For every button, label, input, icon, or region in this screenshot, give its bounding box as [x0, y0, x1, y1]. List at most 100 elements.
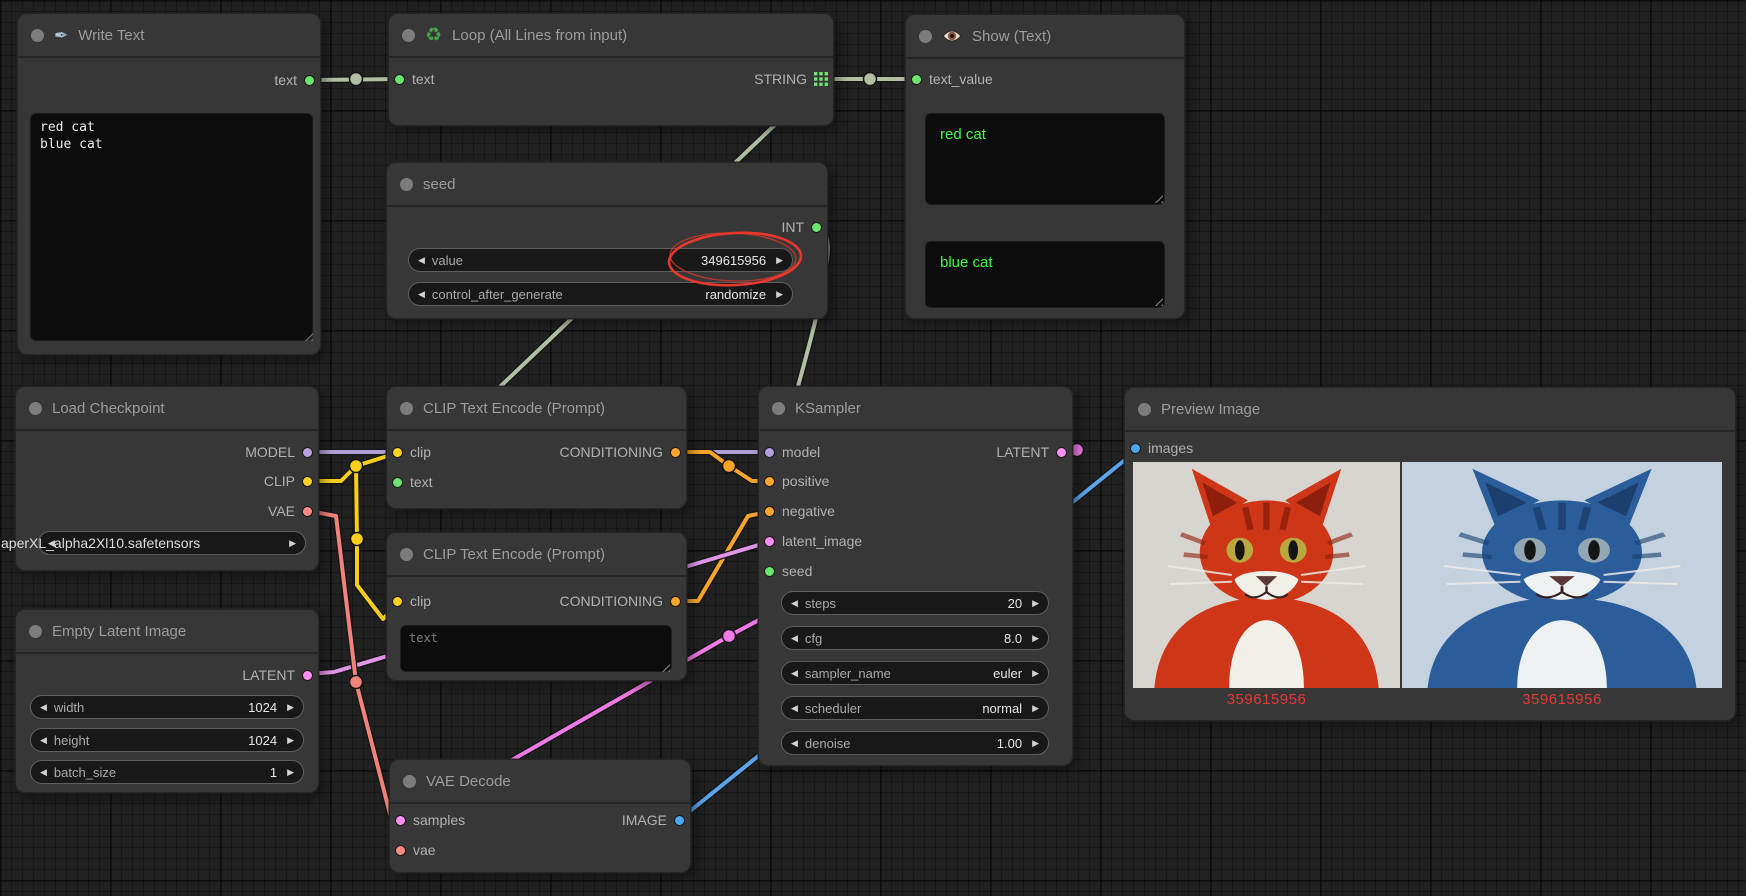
increment-arrow-icon[interactable]: ▶ [1032, 737, 1039, 748]
node-load-checkpoint[interactable]: Load Checkpoint MODEL CLIP VAE ◀ aperXL_… [1, 387, 318, 570]
collapse-dot[interactable] [919, 29, 932, 43]
collapse-dot[interactable] [403, 774, 416, 788]
decrement-arrow-icon[interactable]: ◀ [418, 254, 425, 265]
next-option-arrow-icon[interactable]: ▶ [289, 537, 296, 548]
node-write-text[interactable]: ✒ Write Text text red cat blue cat [18, 14, 320, 354]
prev-option-arrow-icon[interactable]: ◀ [48, 537, 55, 548]
reroute-dot[interactable] [721, 458, 737, 474]
port-output-conditioning[interactable] [670, 446, 681, 458]
port-output-conditioning[interactable] [670, 595, 681, 607]
reroute-dot[interactable] [349, 531, 365, 547]
next-option-arrow-icon[interactable]: ▶ [1032, 667, 1039, 678]
port-output-image[interactable] [674, 814, 685, 826]
node-title-bar[interactable]: Empty Latent Image [16, 610, 318, 654]
widget-cfg[interactable]: ◀ cfg 8.0 ▶ [781, 626, 1049, 650]
show-text-output-1[interactable]: red cat [925, 113, 1165, 205]
node-title-bar[interactable]: ♻ Loop (All Lines from input) [389, 14, 833, 58]
widget-batch-size[interactable]: ◀ batch_size 1 ▶ [30, 760, 304, 784]
port-output-text[interactable] [304, 74, 315, 86]
node-vae-decode[interactable]: VAE Decode samples IMAGE vae [390, 760, 690, 872]
node-title-bar[interactable]: Show (Text) [906, 15, 1184, 59]
increment-arrow-icon[interactable]: ▶ [287, 734, 294, 745]
collapse-dot[interactable] [402, 28, 415, 42]
increment-arrow-icon[interactable]: ▶ [776, 254, 783, 265]
node-title-bar[interactable]: Load Checkpoint [16, 387, 318, 431]
decrement-arrow-icon[interactable]: ◀ [40, 766, 47, 777]
widget-denoise[interactable]: ◀ denoise 1.00 ▶ [781, 731, 1049, 755]
node-title-bar[interactable]: KSampler [759, 387, 1072, 431]
node-title-bar[interactable]: ✒ Write Text [18, 14, 320, 58]
node-title-bar[interactable]: VAE Decode [390, 760, 690, 804]
node-show-text[interactable]: Show (Text) text_value red cat blue cat [906, 15, 1184, 318]
show-text-output-2[interactable]: blue cat [925, 241, 1165, 308]
decrement-arrow-icon[interactable]: ◀ [791, 632, 798, 643]
write-text-input[interactable]: red cat blue cat [30, 113, 313, 341]
port-input-positive[interactable] [764, 475, 775, 487]
port-input-model[interactable] [764, 446, 775, 458]
collapse-dot[interactable] [400, 547, 413, 561]
port-input-latent-image[interactable] [764, 535, 775, 547]
node-clip-text-encode-1[interactable]: CLIP Text Encode (Prompt) clip CONDITION… [387, 387, 686, 508]
collapse-dot[interactable] [29, 624, 42, 638]
reroute-dot[interactable] [721, 628, 737, 644]
collapse-dot[interactable] [29, 401, 42, 415]
widget-seed-value[interactable]: ◀ value 349615956 ▶ [408, 248, 793, 272]
port-output-latent[interactable] [302, 669, 313, 681]
collapse-dot[interactable] [1138, 402, 1151, 416]
collapse-dot[interactable] [31, 28, 44, 42]
next-option-arrow-icon[interactable]: ▶ [776, 288, 783, 299]
node-title-bar[interactable]: Preview Image [1125, 388, 1735, 432]
port-input-text-value[interactable] [911, 73, 922, 85]
widget-ckpt-name[interactable]: ◀ aperXL_alpha2Xl10.safetensors ▶ [1, 531, 306, 555]
widget-width[interactable]: ◀ width 1024 ▶ [30, 695, 304, 719]
prev-option-arrow-icon[interactable]: ◀ [418, 288, 425, 299]
decrement-arrow-icon[interactable]: ◀ [791, 597, 798, 608]
reroute-dot[interactable] [1069, 442, 1085, 458]
port-input-text[interactable] [394, 73, 405, 85]
decrement-arrow-icon[interactable]: ◀ [791, 737, 798, 748]
node-title-bar[interactable]: CLIP Text Encode (Prompt) [387, 533, 686, 577]
prev-option-arrow-icon[interactable]: ◀ [791, 667, 798, 678]
prev-option-arrow-icon[interactable]: ◀ [791, 702, 798, 713]
node-loop[interactable]: ♻ Loop (All Lines from input) text STRIN… [389, 14, 833, 125]
widget-sampler-name[interactable]: ◀ sampler_name euler ▶ [781, 661, 1049, 685]
port-input-text[interactable] [392, 476, 403, 488]
node-title-bar[interactable]: CLIP Text Encode (Prompt) [387, 387, 686, 431]
collapse-dot[interactable] [772, 401, 785, 415]
port-output-model[interactable] [302, 446, 313, 458]
preview-image-red-cat[interactable] [1133, 462, 1400, 688]
port-input-samples[interactable] [395, 814, 406, 826]
increment-arrow-icon[interactable]: ▶ [287, 701, 294, 712]
port-input-seed[interactable] [764, 565, 775, 577]
widget-height[interactable]: ◀ height 1024 ▶ [30, 728, 304, 752]
port-output-int[interactable] [811, 221, 822, 233]
port-input-negative[interactable] [764, 505, 775, 517]
widget-control-after-generate[interactable]: ◀ control_after_generate randomize ▶ [408, 282, 793, 306]
reroute-dot[interactable] [348, 71, 364, 87]
node-clip-text-encode-2[interactable]: CLIP Text Encode (Prompt) clip CONDITION… [387, 533, 686, 680]
list-output-grid-icon[interactable] [814, 72, 828, 86]
port-output-latent[interactable] [1056, 446, 1067, 458]
reroute-dot[interactable] [862, 71, 878, 87]
decrement-arrow-icon[interactable]: ◀ [40, 734, 47, 745]
node-empty-latent-image[interactable]: Empty Latent Image LATENT ◀ width 1024 ▶… [16, 610, 318, 792]
node-ksampler[interactable]: KSampler model LATENT positive negative … [759, 387, 1072, 765]
port-input-clip[interactable] [392, 446, 403, 458]
port-input-images[interactable] [1130, 442, 1141, 454]
port-input-vae[interactable] [395, 844, 406, 856]
decrement-arrow-icon[interactable]: ◀ [40, 701, 47, 712]
node-seed[interactable]: seed INT ◀ value 349615956 ▶ ◀ control_a… [387, 163, 827, 318]
collapse-dot[interactable] [400, 177, 413, 191]
prompt-text-input[interactable] [400, 625, 672, 672]
port-output-clip[interactable] [302, 475, 313, 487]
widget-steps[interactable]: ◀ steps 20 ▶ [781, 591, 1049, 615]
preview-image-blue-cat[interactable] [1402, 462, 1722, 688]
reroute-dot[interactable] [348, 458, 364, 474]
node-title-bar[interactable]: seed [387, 163, 827, 207]
increment-arrow-icon[interactable]: ▶ [1032, 632, 1039, 643]
node-preview-image[interactable]: Preview Image images 359615956 359615956 [1125, 388, 1735, 720]
widget-scheduler[interactable]: ◀ scheduler normal ▶ [781, 696, 1049, 720]
port-input-clip[interactable] [392, 595, 403, 607]
next-option-arrow-icon[interactable]: ▶ [1032, 702, 1039, 713]
